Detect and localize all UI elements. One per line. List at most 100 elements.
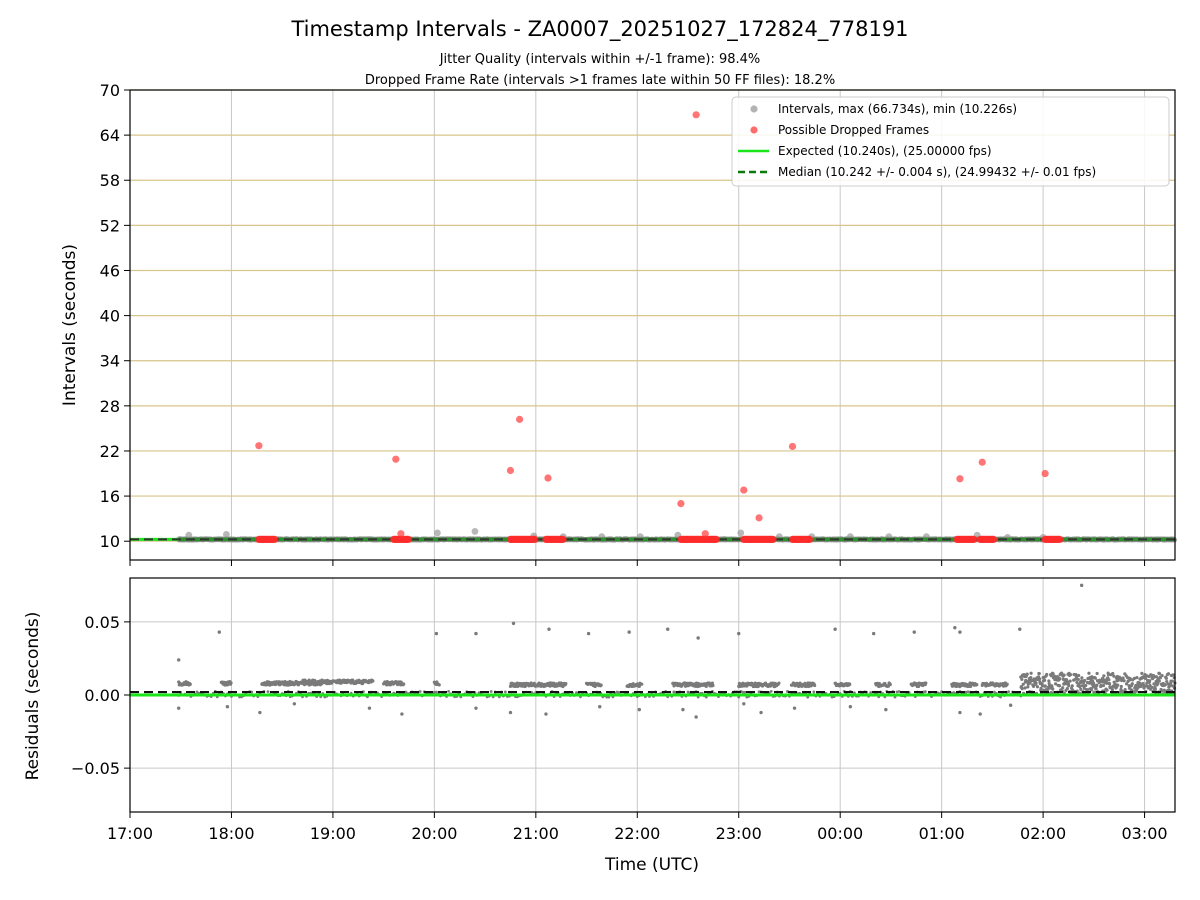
residual-point (349, 681, 353, 685)
residuals-y-tick-label: −0.05 (71, 759, 120, 778)
residual-point (1095, 671, 1099, 676)
residual-point (434, 690, 438, 694)
residual-point (666, 627, 670, 631)
time-x-tick-label: 01:00 (919, 824, 965, 843)
residual-point (1065, 687, 1069, 691)
dropped-frame-point (1041, 469, 1049, 478)
residual-point (1075, 680, 1079, 685)
residual-point (1107, 682, 1112, 686)
residual-point (1153, 687, 1157, 691)
intervals-y-tick-label: 34 (100, 352, 120, 371)
residual-point (1125, 682, 1129, 686)
residual-point (1121, 676, 1125, 680)
residual-point (711, 683, 715, 688)
residual-point (1093, 676, 1097, 680)
residual-point (871, 631, 876, 636)
residual-point (1139, 684, 1143, 688)
interval-point (737, 529, 745, 537)
residual-point (627, 630, 631, 634)
residual-point (803, 681, 807, 686)
dropped-frame-point (397, 530, 405, 538)
residuals-panel: −0.05 0.00 0.05 17:00 18:00 19:00 20:00 21:00 22… (71, 577, 1177, 843)
residual-point (757, 690, 761, 694)
residual-point (1132, 676, 1137, 680)
dropped-frame-point (255, 442, 263, 450)
residual-point (1130, 682, 1134, 686)
residual-point (1093, 690, 1097, 694)
residual-point (1021, 682, 1025, 686)
residual-point (681, 707, 685, 712)
residual-point (777, 681, 781, 685)
residual-point (1045, 672, 1049, 677)
residual-point (975, 682, 979, 687)
legend: Intervals, max (66.734s), min (10.226s) P… (731, 96, 1170, 187)
dropped-frame-point (515, 415, 524, 423)
residual-point (1020, 677, 1024, 681)
intervals-y-tick-label: 10 (100, 532, 120, 551)
dropped-frame-point (692, 111, 700, 119)
residual-point (1157, 679, 1161, 683)
interval-point (471, 528, 479, 535)
residual-point (812, 690, 816, 694)
residual-point (489, 690, 493, 693)
dropped-frame-point (970, 535, 978, 543)
residual-point (1083, 678, 1087, 683)
interval-point (222, 531, 230, 538)
residual-point (1040, 683, 1045, 688)
residual-point (1166, 672, 1171, 676)
residual-point (432, 690, 436, 694)
intervals-y-tick-label: 70 (100, 81, 120, 100)
residual-point (508, 710, 513, 715)
residual-point (1165, 679, 1169, 684)
intervals-y-tick-label: 16 (100, 487, 120, 506)
residual-point (1034, 681, 1038, 685)
residual-point (1047, 679, 1051, 683)
residual-point (1105, 681, 1109, 685)
chart-title: Timestamp Intervals - ZA0007_20251027_17… (290, 17, 908, 42)
residual-point (1076, 677, 1080, 682)
residual-point (1094, 687, 1098, 691)
intervals-y-tick-label: 58 (100, 171, 120, 190)
time-x-axis-label: Time (UTC) (604, 855, 699, 875)
residuals-y-tick-label: 0.05 (84, 613, 120, 632)
residual-point (1112, 674, 1116, 678)
time-x-tick-label: 03:00 (1122, 824, 1168, 843)
time-x-tick-label: 23:00 (716, 824, 762, 843)
residual-point (1106, 673, 1111, 677)
residual-point (617, 691, 621, 694)
intervals-y-axis-label: Intervals (seconds) (60, 244, 80, 406)
residual-point (258, 710, 262, 715)
residual-point (508, 684, 513, 688)
residual-point (1039, 686, 1043, 690)
chart-subtitle-dropped-rate: Dropped Frame Rate (intervals >1 frames … (365, 73, 835, 88)
residual-point (1148, 679, 1152, 683)
residual-point (759, 710, 763, 715)
residual-point (503, 690, 507, 694)
residual-point (176, 706, 181, 710)
intervals-y-tick-label: 64 (100, 126, 120, 145)
residuals-axes-frame (129, 577, 1176, 813)
dropped-frame-point (271, 535, 279, 543)
residual-point (1120, 678, 1124, 683)
residual-point (1077, 673, 1081, 678)
residual-point (912, 630, 916, 634)
residual-point (1061, 686, 1065, 690)
residual-point (434, 631, 439, 636)
residual-point (924, 690, 927, 694)
residual-point (640, 682, 644, 686)
dropped-frame-point (956, 475, 964, 483)
residual-point (813, 683, 817, 688)
residual-point (737, 631, 741, 636)
residual-point (188, 682, 192, 686)
residual-point (1029, 671, 1033, 675)
residual-point (1067, 684, 1071, 688)
residual-point (447, 689, 450, 693)
residual-point (1087, 671, 1091, 675)
residual-point (924, 681, 928, 685)
residual-point (402, 682, 406, 686)
residual-point (1107, 678, 1111, 682)
residual-point (1051, 687, 1055, 691)
residual-point (1068, 672, 1073, 677)
residual-point (1073, 677, 1078, 681)
residual-point (400, 712, 404, 716)
